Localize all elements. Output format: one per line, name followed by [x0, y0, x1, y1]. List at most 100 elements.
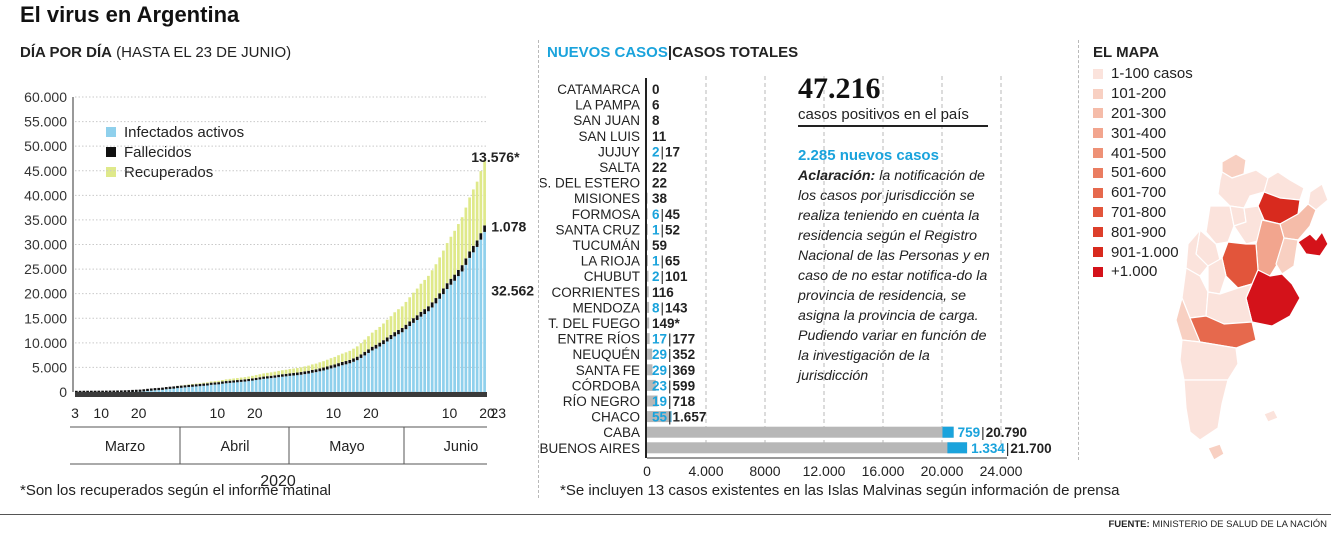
bar-deaths [370, 346, 374, 351]
bar-recovered [206, 382, 209, 384]
value-label-separator: | [661, 207, 665, 222]
value-label-separator: | [668, 394, 672, 409]
bar-recovered [430, 270, 434, 303]
new-cases-text: 2.285 nuevos casos [798, 147, 939, 164]
bar-recovered [202, 382, 206, 384]
bar-total-cases [647, 286, 649, 298]
value-label-separator: | [668, 410, 672, 425]
province-label: S. DEL ESTERO [540, 176, 640, 191]
bar-deaths [423, 309, 427, 315]
bar-active [423, 314, 427, 392]
bar-deaths [415, 315, 419, 321]
bar-recovered [340, 353, 344, 362]
bar-active [453, 280, 456, 392]
map-region-caba [1297, 231, 1329, 257]
bar-active [318, 371, 322, 392]
left-footnote: *Son los recuperados según el informe ma… [20, 482, 332, 499]
bar-deaths [295, 372, 299, 376]
bar-deaths [464, 258, 468, 265]
y-tick-label: 30.000 [24, 237, 67, 253]
bar-active [228, 382, 232, 392]
province-label: CORRIENTES [551, 285, 640, 300]
y-tick-label: 10.000 [24, 335, 67, 351]
bar-deaths [168, 386, 172, 389]
bar-total-cases [647, 442, 968, 454]
bar-recovered [303, 366, 307, 372]
map-legend-label: 1-100 casos [1111, 65, 1193, 83]
map-legend-swatch [1093, 108, 1103, 119]
province-label: NEUQUÉN [572, 347, 640, 362]
bar-deaths [221, 381, 224, 384]
bar-recovered [483, 159, 486, 226]
annotation-deaths: 1.078 [491, 219, 526, 235]
bar-active [359, 357, 363, 392]
bar-deaths [213, 382, 217, 385]
legend-swatch-deaths [106, 147, 116, 157]
bar-deaths [427, 306, 430, 312]
value-label-total: 1.657 [673, 410, 707, 425]
bar-deaths [344, 361, 348, 365]
bar-active [434, 303, 438, 392]
bar-recovered [389, 316, 393, 335]
bar-recovered [284, 369, 288, 374]
x-tick-label: 20 [247, 405, 263, 421]
bar-deaths [228, 380, 232, 383]
bar-active [352, 361, 355, 392]
bar-deaths [363, 351, 367, 356]
x-tick-label: 20 [479, 405, 495, 421]
bar-active [161, 388, 164, 392]
bar-deaths [183, 385, 187, 388]
bar-new-cases [670, 411, 672, 423]
x-tick-label: 20 [131, 405, 147, 421]
bar-total-cases [647, 379, 656, 391]
bar-recovered [468, 197, 471, 252]
bar-deaths [153, 388, 157, 391]
source-text: MINISTERIO DE SALUD DE LA NACIÓN [1152, 519, 1327, 530]
bar-deaths [116, 390, 119, 393]
value-label-new: 1.334 [971, 441, 1005, 456]
map-legend-item: 401-500 [1093, 143, 1193, 163]
value-label-total: 718 [673, 394, 696, 409]
bar-deaths [352, 358, 355, 362]
bar-deaths [307, 370, 310, 374]
value-label-total: 59 [652, 238, 667, 253]
bar-deaths [288, 373, 292, 376]
value-label-new: 8 [652, 300, 660, 315]
bar-deaths [378, 342, 382, 347]
bar-deaths [404, 324, 408, 330]
map-region-salta [1217, 169, 1269, 209]
bar-deaths [281, 374, 284, 377]
value-label-separator: | [661, 254, 665, 269]
bar-active [239, 381, 243, 392]
map-legend-swatch [1093, 247, 1103, 258]
value-label-total: 6 [652, 98, 660, 113]
x-tick-label: 10 [210, 405, 226, 421]
bar-recovered [423, 279, 427, 310]
map-region-entre-rios [1275, 237, 1299, 275]
bar-deaths [149, 388, 153, 391]
bar-active [310, 372, 314, 392]
bar-recovered [239, 377, 243, 380]
bar-active [483, 231, 486, 392]
month-label: Junio [444, 439, 479, 455]
bar-deaths [146, 388, 149, 392]
bar-active [183, 386, 187, 392]
value-label-total: 149* [652, 316, 681, 331]
bar-recovered [445, 243, 449, 284]
map-legend-swatch [1093, 148, 1103, 159]
bar-active [194, 385, 198, 392]
value-label-separator: | [661, 144, 665, 159]
value-label-total: 599 [673, 378, 696, 393]
bar-recovered [397, 309, 400, 330]
value-label-new: 29 [652, 347, 667, 362]
bar-active [258, 379, 262, 392]
bar-deaths [101, 390, 104, 393]
bar-active [457, 276, 460, 392]
bar-active [254, 380, 258, 392]
bar-recovered [258, 374, 262, 378]
bar-deaths [131, 389, 134, 393]
bar-recovered [266, 372, 269, 377]
province-label: TUCUMÁN [573, 238, 641, 253]
bar-recovered [457, 224, 460, 270]
bar-active [191, 386, 194, 392]
